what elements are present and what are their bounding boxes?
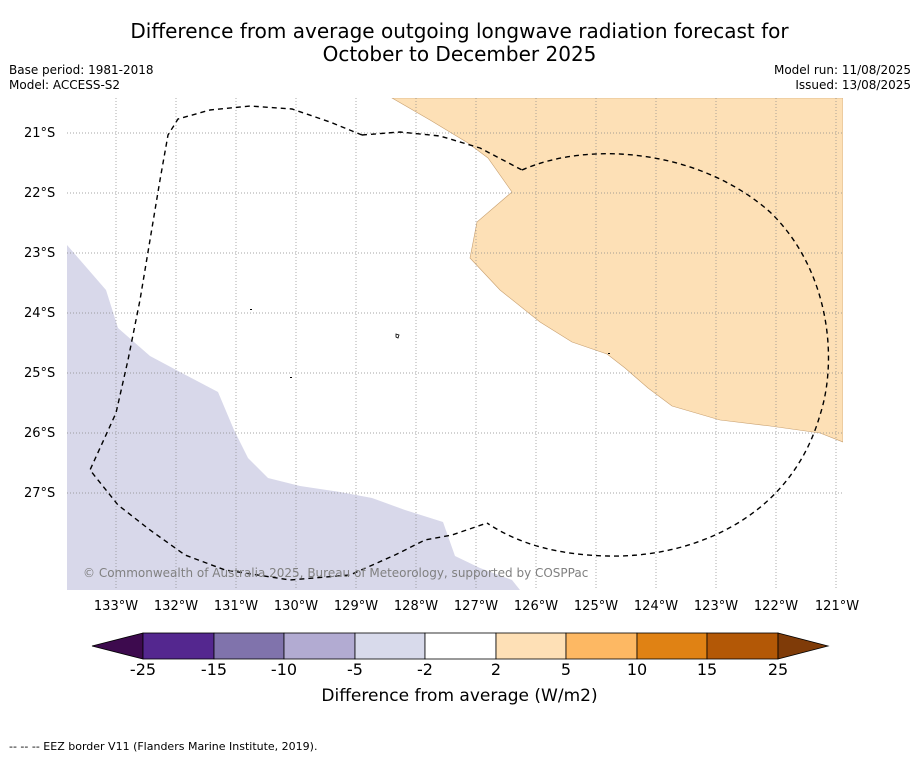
colorbar-segment	[636, 632, 708, 660]
lat-label: 21°S	[24, 126, 56, 141]
colorbar-tick: -5	[347, 660, 363, 679]
colorbar-min-extend	[91, 632, 144, 660]
lon-label: 128°W	[393, 599, 439, 614]
colorbar-segment	[354, 632, 426, 660]
colorbar-tick: 5	[560, 660, 572, 679]
colorbar-tick: -2	[417, 660, 433, 679]
metadata-left: Base period: 1981-2018 Model: ACCESS-S2	[9, 63, 154, 93]
map-area	[67, 98, 843, 590]
lon-label: 133°W	[93, 599, 139, 614]
colorbar-max-extend	[777, 632, 830, 660]
lat-label: 22°S	[24, 186, 56, 201]
lon-label: 123°W	[693, 599, 739, 614]
colorbar-segment	[213, 632, 285, 660]
colorbar	[91, 632, 830, 660]
colorbar-tick: -15	[200, 660, 228, 679]
islands	[250, 309, 610, 378]
colorbar-segment	[142, 632, 215, 660]
model-name: Model: ACCESS-S2	[9, 78, 121, 92]
copyright-notice: © Commonwealth of Australia 2025, Bureau…	[83, 566, 589, 580]
lat-label: 26°S	[24, 426, 56, 441]
lat-label: 25°S	[24, 366, 56, 381]
lon-label: 126°W	[513, 599, 559, 614]
colorbar-segment	[706, 632, 779, 660]
eez-border-circle	[486, 153, 830, 557]
model-run: Model run: 11/08/2025	[773, 63, 911, 77]
colorbar-tick: -25	[129, 660, 157, 679]
colorbar-tick: 25	[767, 660, 789, 679]
lon-label: 121°W	[814, 599, 860, 614]
lon-label: 130°W	[273, 599, 319, 614]
eez-legend-note: -- -- -- EEZ border V11 (Flanders Marine…	[9, 740, 318, 753]
colorbar-segment	[283, 632, 356, 660]
lon-label: 125°W	[573, 599, 619, 614]
grid-lines	[67, 98, 843, 590]
colorbar-tick: -10	[270, 660, 298, 679]
chart-title-line2: October to December 2025	[322, 42, 597, 66]
base-period: Base period: 1981-2018	[9, 63, 154, 77]
lat-label: 27°S	[24, 486, 56, 501]
anomaly-region-positive	[391, 98, 843, 443]
lon-label: 131°W	[213, 599, 259, 614]
colorbar-segment	[565, 632, 638, 660]
lon-label: 132°W	[153, 599, 199, 614]
lat-label: 23°S	[24, 246, 56, 261]
colorbar-tick: 15	[696, 660, 718, 679]
colorbar-title: Difference from average (W/m2)	[321, 686, 598, 706]
lon-label: 127°W	[453, 599, 499, 614]
issued-date: Issued: 13/08/2025	[795, 78, 911, 92]
lon-label: 124°W	[633, 599, 679, 614]
colorbar-tick: 10	[626, 660, 648, 679]
metadata-right: Model run: 11/08/2025 Issued: 13/08/2025	[774, 63, 911, 93]
lat-label: 24°S	[24, 306, 56, 321]
eez-border-pitcairn	[89, 105, 488, 581]
colorbar-segment	[495, 632, 567, 660]
lon-label: 122°W	[753, 599, 799, 614]
colorbar-segment	[424, 632, 497, 660]
chart-title-line1: Difference from average outgoing longwav…	[130, 19, 789, 43]
eez-border-french-polynesia	[361, 131, 523, 171]
colorbar-tick: 2	[490, 660, 502, 679]
lon-label: 129°W	[333, 599, 379, 614]
anomaly-region-negative	[67, 245, 520, 590]
